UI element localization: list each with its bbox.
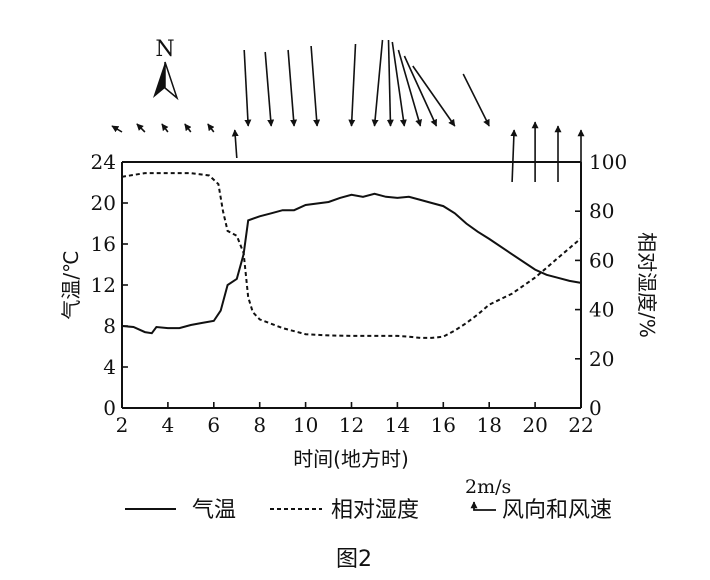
x-tick-label: 10 bbox=[293, 413, 318, 437]
figure-caption: 图2 bbox=[336, 547, 372, 572]
wind-arrow bbox=[207, 123, 215, 133]
wind-arrow bbox=[386, 39, 394, 127]
left-tick-label: 20 bbox=[91, 191, 116, 215]
x-tick-label: 22 bbox=[568, 413, 593, 437]
x-axis-label: 时间(地方时) bbox=[293, 447, 409, 471]
wind-arrow bbox=[161, 123, 169, 133]
right-tick-label: 80 bbox=[589, 199, 614, 223]
left-tick-label: 0 bbox=[103, 396, 116, 420]
x-tick-label: 12 bbox=[339, 413, 364, 437]
wind-arrow bbox=[397, 49, 423, 127]
series-line-humidity bbox=[121, 172, 582, 339]
wind-arrow bbox=[243, 49, 252, 127]
wind-scale-label: 2m/s bbox=[465, 476, 511, 498]
wind-arrow bbox=[111, 125, 123, 133]
right-axis-label: 相对湿度/% bbox=[635, 232, 659, 338]
left-tick-label: 24 bbox=[91, 150, 116, 174]
right-tick-label: 60 bbox=[589, 248, 614, 272]
wind-arrow bbox=[348, 43, 357, 127]
left-tick-label: 8 bbox=[103, 314, 116, 338]
north-arrow-icon: N bbox=[153, 37, 179, 101]
legend-label-wind: 风向和风速 bbox=[502, 498, 612, 523]
wind-arrow bbox=[510, 129, 518, 183]
left-axis-label: 气温/℃ bbox=[59, 250, 83, 319]
x-tick-label: 4 bbox=[162, 413, 175, 437]
x-tick-label: 6 bbox=[207, 413, 220, 437]
wind-arrow bbox=[287, 49, 298, 127]
wind-arrow bbox=[391, 41, 407, 127]
wind-arrow bbox=[184, 123, 192, 133]
x-axis-ticks: 2 4 6 8 10 12 14 16 18 20 22 bbox=[116, 402, 594, 437]
x-tick-label: 20 bbox=[522, 413, 547, 437]
left-tick-label: 16 bbox=[91, 232, 116, 256]
wind-arrow bbox=[412, 65, 456, 127]
wind-arrow bbox=[310, 45, 321, 127]
x-tick-label: 18 bbox=[476, 413, 501, 437]
right-axis-ticks: 0 20 40 60 80 100 bbox=[575, 150, 627, 420]
compass-label: N bbox=[155, 37, 174, 62]
wind-arrow bbox=[403, 55, 438, 127]
x-tick-label: 16 bbox=[431, 413, 456, 437]
x-tick-label: 2 bbox=[116, 413, 129, 437]
x-tick-label: 14 bbox=[385, 413, 410, 437]
legend: 气温 相对湿度 2m/s 风向和风速 bbox=[125, 476, 612, 523]
wind-arrow bbox=[264, 51, 275, 127]
x-tick-label: 8 bbox=[253, 413, 266, 437]
wind-arrow bbox=[136, 123, 146, 133]
series-line-temperature bbox=[121, 192, 582, 335]
right-tick-label: 40 bbox=[589, 298, 614, 322]
left-tick-label: 12 bbox=[91, 273, 116, 297]
right-tick-label: 0 bbox=[589, 396, 602, 420]
left-tick-label: 4 bbox=[103, 355, 116, 379]
legend-label-humidity: 相对湿度 bbox=[331, 498, 419, 523]
right-tick-label: 20 bbox=[589, 347, 614, 371]
wind-arrow bbox=[462, 73, 490, 127]
wind-arrows bbox=[111, 39, 585, 183]
wind-arrow bbox=[231, 129, 239, 159]
wind-arrow bbox=[371, 39, 384, 127]
plot-axes bbox=[121, 161, 582, 409]
left-axis-ticks: 0 4 8 12 16 20 24 bbox=[91, 150, 128, 420]
right-tick-label: 100 bbox=[589, 150, 627, 174]
legend-label-temperature: 气温 bbox=[192, 498, 236, 523]
wind-scale-arrow-icon bbox=[470, 501, 496, 511]
